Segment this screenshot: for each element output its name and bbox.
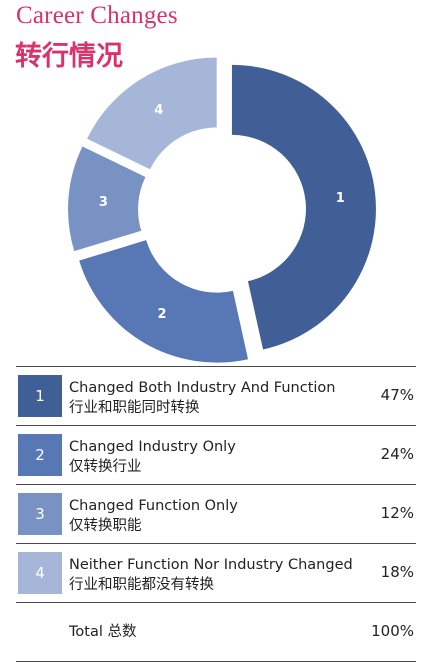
- donut-slice-label-1: 1: [336, 191, 345, 206]
- legend-label-4: Neither Function Nor Industry Changed 行业…: [69, 555, 353, 595]
- total-percent: 100%: [371, 622, 414, 640]
- legend-row-2: 2 Changed Industry Only 仅转换行业 24%: [16, 425, 416, 484]
- legend-row-4: 4 Neither Function Nor Industry Changed …: [16, 543, 416, 602]
- legend-label-zh-2: 仅转换行业: [69, 459, 142, 475]
- legend-label-en-1: Changed Both Industry And Function: [69, 380, 336, 396]
- legend-swatch-2: 2: [18, 434, 62, 476]
- legend-label-2: Changed Industry Only 仅转换行业: [69, 437, 236, 477]
- legend-label-zh-4: 行业和职能都没有转换: [69, 577, 214, 593]
- legend-row-total: Total 总数 100%: [16, 602, 416, 662]
- legend-label-en-3: Changed Function Only: [69, 498, 238, 514]
- legend-percent-1: 47%: [380, 386, 414, 404]
- legend-percent-3: 12%: [380, 504, 414, 522]
- legend-label-en-4: Neither Function Nor Industry Changed: [69, 557, 353, 573]
- legend-label-1: Changed Both Industry And Function 行业和职能…: [69, 378, 335, 418]
- legend-row-1: 1 Changed Both Industry And Function 行业和…: [16, 366, 416, 425]
- legend-label-zh-3: 仅转换职能: [69, 518, 142, 534]
- chart-title-chinese: 转行情况: [15, 41, 123, 72]
- chart-title: Career Changes: [16, 2, 178, 29]
- donut-slice-1: [231, 64, 376, 350]
- legend-swatch-3: 3: [18, 493, 62, 535]
- legend-label-3: Changed Function Only 仅转换职能: [69, 496, 238, 536]
- legend-label-zh-1: 行业和职能同时转换: [69, 400, 200, 416]
- donut-chart: 1 2 3 4: [68, 57, 376, 363]
- legend-swatch-4: 4: [18, 552, 62, 594]
- legend-percent-4: 18%: [380, 563, 414, 581]
- donut-slice-2: [79, 240, 249, 363]
- total-label: Total 总数: [69, 624, 137, 640]
- legend-row-3: 3 Changed Function Only 仅转换职能 12%: [16, 484, 416, 543]
- donut-slice-label-4: 4: [154, 103, 163, 118]
- legend-percent-2: 24%: [380, 445, 414, 463]
- legend-label-en-2: Changed Industry Only: [69, 439, 236, 455]
- legend-swatch-1: 1: [18, 375, 62, 417]
- donut-slice-label-3: 3: [99, 195, 108, 210]
- donut-slice-label-2: 2: [157, 307, 166, 322]
- legend-table: 1 Changed Both Industry And Function 行业和…: [16, 366, 416, 662]
- donut-slice-3: [68, 146, 146, 252]
- donut-slice-4: [87, 57, 217, 170]
